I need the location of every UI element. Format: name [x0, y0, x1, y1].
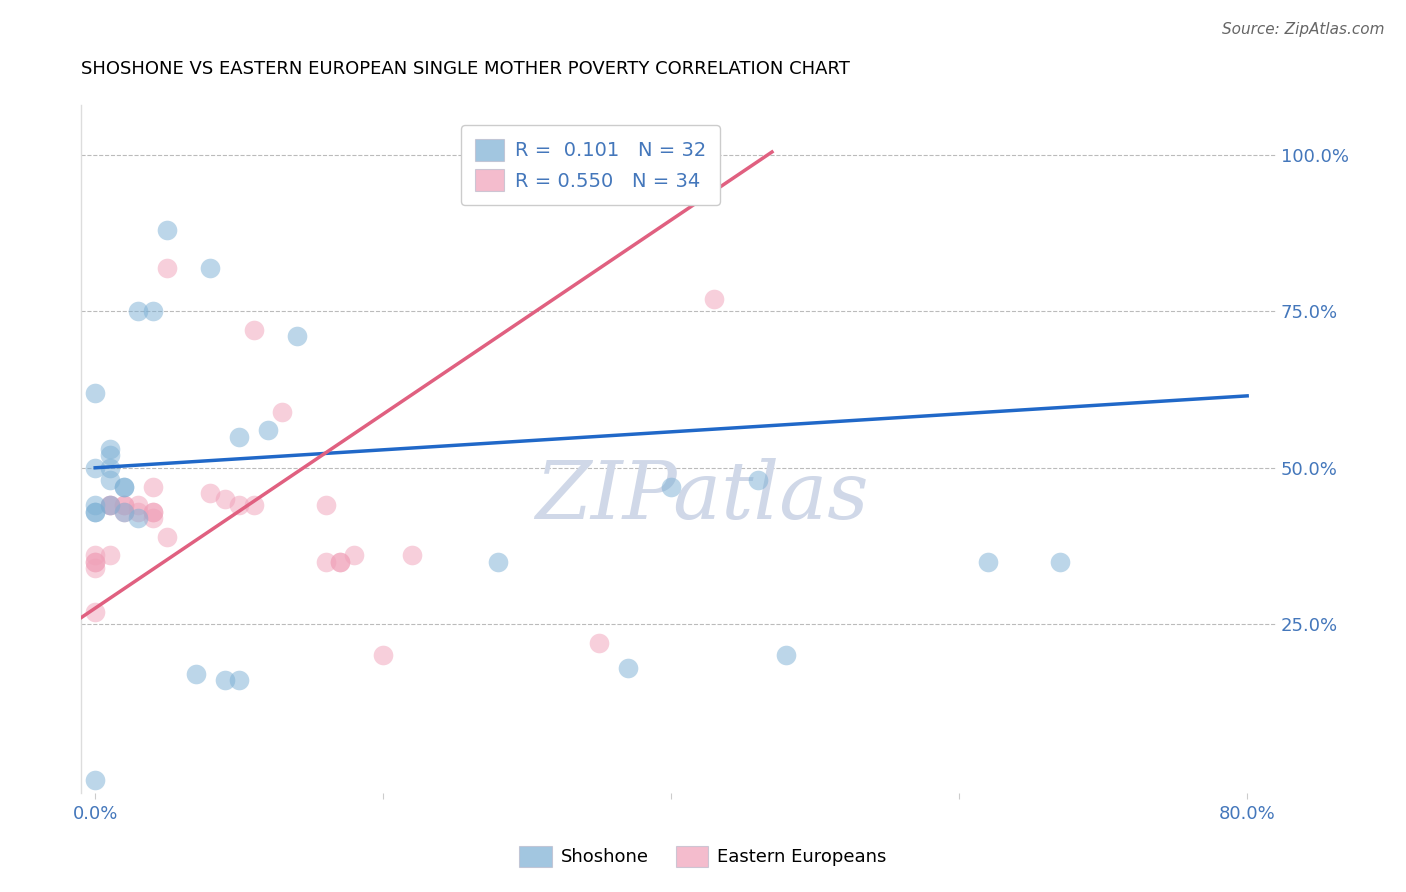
Point: [84, 773, 107, 788]
Point: [112, 498, 135, 512]
Point: [142, 304, 165, 318]
Point: [98, 498, 121, 512]
Point: [142, 479, 165, 493]
Point: [98, 460, 121, 475]
Point: [315, 555, 337, 569]
Point: [84, 605, 107, 619]
Point: [228, 429, 250, 443]
Point: [84, 555, 107, 569]
Point: [98, 498, 121, 512]
Point: [127, 505, 149, 519]
Point: [84, 561, 107, 575]
Point: [343, 549, 366, 563]
Point: [747, 473, 769, 487]
Text: Source: ZipAtlas.com: Source: ZipAtlas.com: [1222, 22, 1385, 37]
Point: [84, 549, 107, 563]
Point: [977, 555, 1000, 569]
Point: [127, 304, 149, 318]
Point: [184, 667, 207, 681]
Point: [127, 498, 149, 512]
Point: [588, 636, 610, 650]
Point: [98, 549, 121, 563]
Point: [285, 329, 308, 343]
Point: [271, 404, 294, 418]
Point: [142, 511, 165, 525]
Text: ZIPatlas: ZIPatlas: [536, 458, 869, 536]
Point: [200, 485, 222, 500]
Point: [112, 479, 135, 493]
Point: [214, 673, 236, 688]
Point: [98, 448, 121, 462]
Legend: R =  0.101   N = 32, R = 0.550   N = 34: R = 0.101 N = 32, R = 0.550 N = 34: [461, 125, 720, 205]
Point: [486, 555, 509, 569]
Point: [257, 423, 280, 437]
Point: [112, 505, 135, 519]
Point: [242, 498, 264, 512]
Point: [242, 323, 264, 337]
Point: [84, 498, 107, 512]
Point: [775, 648, 797, 663]
Point: [84, 505, 107, 519]
Point: [228, 673, 250, 688]
Point: [703, 292, 725, 306]
Text: SHOSHONE VS EASTERN EUROPEAN SINGLE MOTHER POVERTY CORRELATION CHART: SHOSHONE VS EASTERN EUROPEAN SINGLE MOTH…: [80, 60, 849, 78]
Point: [156, 260, 179, 275]
Point: [1049, 555, 1071, 569]
Point: [659, 479, 682, 493]
Point: [156, 530, 179, 544]
Point: [98, 442, 121, 456]
Point: [156, 223, 179, 237]
Legend: Shoshone, Eastern Europeans: Shoshone, Eastern Europeans: [512, 838, 894, 874]
Point: [142, 505, 165, 519]
Point: [142, 505, 165, 519]
Point: [401, 549, 423, 563]
Point: [112, 505, 135, 519]
Point: [98, 473, 121, 487]
Point: [84, 505, 107, 519]
Point: [329, 555, 352, 569]
Point: [127, 511, 149, 525]
Point: [112, 479, 135, 493]
Point: [84, 385, 107, 400]
Point: [315, 498, 337, 512]
Point: [98, 498, 121, 512]
Point: [112, 498, 135, 512]
Point: [329, 555, 352, 569]
Point: [84, 555, 107, 569]
Point: [84, 460, 107, 475]
Point: [214, 491, 236, 506]
Point: [373, 648, 395, 663]
Point: [200, 260, 222, 275]
Point: [617, 661, 640, 675]
Point: [228, 498, 250, 512]
